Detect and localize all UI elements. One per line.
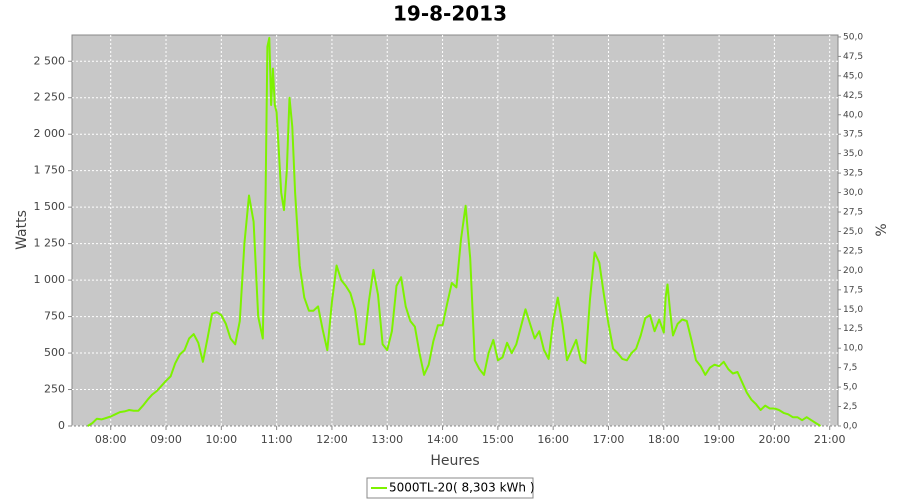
y2-tick-label: 2,5 [843,402,857,412]
y2-tick-label: 10,0 [843,344,863,354]
y-tick-label: 2 250 [34,91,66,104]
x-tick-label: 15:00 [482,433,514,446]
x-tick-label: 13:00 [371,433,403,446]
x-tick-label: 11:00 [261,433,293,446]
y2-tick-label: 0,0 [843,422,858,432]
y2-tick-label: 7,5 [843,363,857,373]
x-tick-label: 18:00 [648,433,680,446]
y2-tick-label: 37,5 [843,130,863,140]
data-line [87,36,822,427]
y2-tick-label: 12,5 [843,324,863,334]
y-tick-label: 1 250 [34,237,66,250]
x-tick-label: 09:00 [150,433,182,446]
y-tick-label: 1 500 [34,200,66,213]
y2-tick-label: 35,0 [843,149,863,159]
y-tick-label: 1 750 [34,164,66,177]
y2-tick-label: 50,0 [843,32,863,42]
x-tick-label: 16:00 [537,433,569,446]
y2-tick-label: 17,5 [843,285,863,295]
y2-tick-label: 47,5 [843,52,863,62]
y2-tick-label: 27,5 [843,208,863,218]
x-axis-title: Heures [430,453,479,469]
x-tick-label: 17:00 [593,433,625,446]
x-tick-label: 19:00 [703,433,735,446]
y-tick-label: 250 [44,383,65,396]
y2-tick-label: 5,0 [843,383,858,393]
y2-tick-label: 15,0 [843,305,863,315]
chart-title: 19-8-2013 [393,2,507,26]
y2-tick-label: 30,0 [843,188,863,198]
y2-tick-label: 42,5 [843,91,863,101]
y2-tick-label: 25,0 [843,227,863,237]
x-tick-label: 12:00 [316,433,348,446]
plot-area [71,34,839,427]
y-tick-label: 2 500 [34,54,66,67]
x-tick-label: 14:00 [427,433,459,446]
legend-label: 5000TL-20( 8,303 kWh ) [389,481,535,495]
y2-tick-label: 20,0 [843,266,863,276]
y-tick-label: 750 [44,310,65,323]
y-axis-title: Watts [14,210,30,250]
x-tick-label: 21:00 [814,433,846,446]
x-tick-label: 08:00 [95,433,127,446]
y2-tick-label: 45,0 [843,71,863,81]
y-tick-label: 500 [44,346,65,359]
x-tick-label: 10:00 [205,433,237,446]
y2-tick-label: 40,0 [843,110,863,120]
y-tick-label: 2 000 [34,127,66,140]
y2-axis-title: % [874,223,890,236]
y-tick-label: 1 000 [34,273,66,286]
y2-tick-label: 22,5 [843,246,863,256]
legend-box [366,477,534,499]
y2-tick-label: 32,5 [843,169,863,179]
x-tick-label: 20:00 [759,433,791,446]
y-tick-label: 0 [58,419,65,432]
